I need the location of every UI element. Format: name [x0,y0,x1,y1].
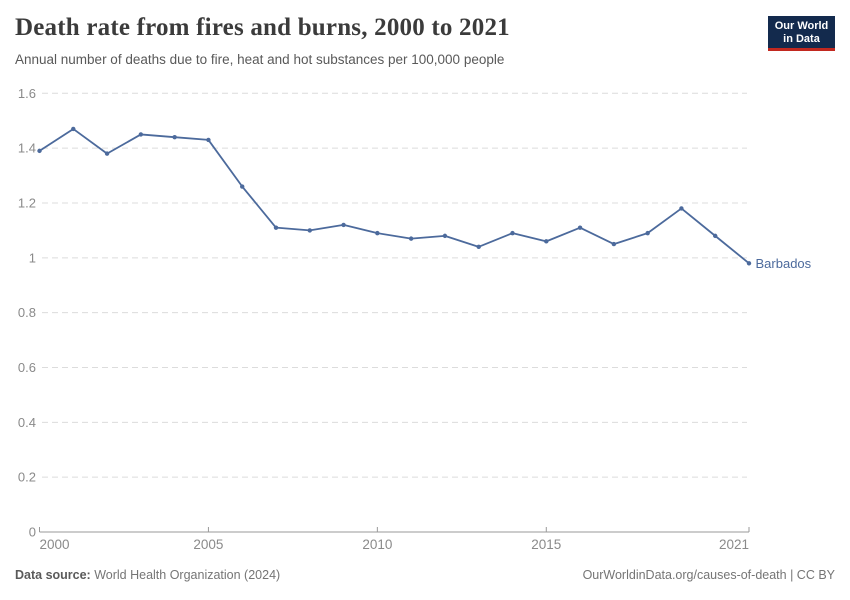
y-axis-tick-label: 0 [29,525,36,540]
owid-link[interactable]: OurWorldinData.org/causes-of-death | CC … [582,568,835,582]
series-point[interactable] [544,239,549,244]
y-axis-tick-label: 1.2 [18,195,36,210]
series-point[interactable] [679,206,684,211]
series-point[interactable] [577,225,583,230]
series-point[interactable] [375,230,380,236]
owid-logo-line2: in Data [783,33,820,45]
series-point[interactable] [713,233,718,239]
series-line[interactable] [38,128,750,265]
y-axis-tick-label: 0.2 [18,470,36,485]
series-point[interactable] [138,132,144,137]
series-point[interactable] [645,230,650,236]
y-axis-tick-label: 0.8 [18,305,36,320]
series-point[interactable] [341,222,346,228]
x-axis-tick-label: 2005 [193,537,223,552]
chart-title: Death rate from fires and burns, 2000 to… [15,14,510,41]
y-axis-tick-label: 1 [29,250,36,265]
series-point[interactable] [104,151,110,156]
owid-logo[interactable]: Our World in Data [768,16,835,51]
series-point[interactable] [240,184,245,189]
line-chart: 0 0.2 0.4 0.6 0.8 1 1.2 1.4 1.6 2000 2005 2010 2015 2… [18,86,812,552]
data-source-label: Data source: [15,568,91,582]
series-point[interactable] [206,137,211,143]
owid-logo-line1: Our World [774,20,829,32]
chart-footer: Data source: World Health Organization (… [15,568,835,582]
series-point[interactable] [172,134,177,140]
x-axis-tick-label: 2010 [362,537,392,552]
series-point[interactable] [611,241,617,247]
series-end-label[interactable]: Barbados [756,256,812,271]
series-point[interactable] [307,228,312,233]
x-axis-tick-label: 2015 [531,537,561,552]
series-point[interactable] [273,225,279,230]
data-source-value: World Health Organization (2024) [90,568,281,582]
chart-subtitle: Annual number of deaths due to fire, hea… [15,52,505,67]
y-axis-tick-label: 0.6 [18,360,36,375]
y-axis-tick-label: 0.4 [18,415,36,430]
x-axis-tick-label: 2000 [40,537,70,552]
x-axis-tick-label: 2021 [719,537,749,552]
series-point[interactable] [746,261,752,266]
series-point[interactable] [442,233,448,239]
series-point[interactable] [37,148,42,154]
series-point[interactable] [476,244,481,250]
y-axis-tick-label: 1.4 [18,141,36,156]
series-point[interactable] [408,236,414,241]
data-source: Data source: World Health Organization (… [15,568,280,582]
series-point[interactable] [510,230,515,236]
y-axis-tick-label: 1.6 [18,86,36,101]
series-point[interactable] [71,126,76,132]
